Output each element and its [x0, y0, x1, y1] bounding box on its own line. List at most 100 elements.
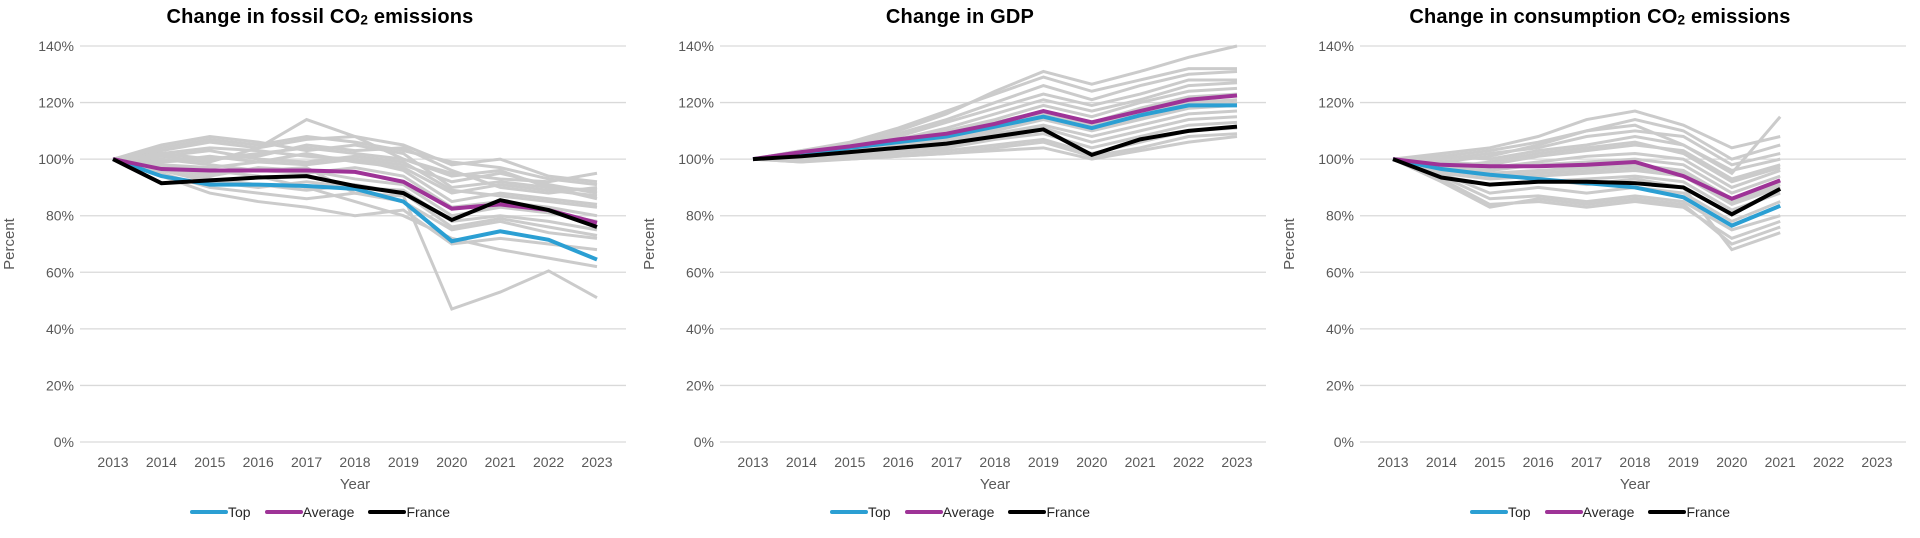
- background-country-lines: [112, 117, 598, 311]
- background-country-line: [112, 146, 598, 201]
- background-country-line: [752, 135, 1238, 164]
- x-tick-label: 2018: [1619, 454, 1650, 470]
- chart-canvas-gdp: 0%20%40%60%80%100%120%140%2013 2014 2015 20…: [641, 38, 1266, 493]
- legend-label-average: Average: [302, 504, 355, 520]
- series-line-france: [112, 157, 598, 229]
- legend-item-average: Average: [904, 504, 995, 520]
- x-tick-label: 2013: [737, 454, 768, 470]
- y-tick-label: 100%: [678, 151, 714, 167]
- y-tick-label: 20%: [686, 377, 714, 393]
- x-tick-label: 2015: [194, 454, 225, 470]
- x-tick-label: 2016: [243, 454, 274, 470]
- x-tick-label: 2014: [1426, 454, 1457, 470]
- background-country-line: [112, 157, 598, 252]
- y-tick-label: 100%: [1318, 151, 1354, 167]
- chart-canvas-fossil-co2: 0%20%40%60%80%100%120%140%2013 2014 2015 20…: [1, 38, 626, 493]
- y-tick-label: 20%: [46, 377, 74, 393]
- series-line-france: [1392, 157, 1782, 217]
- chart-title-text: Change in fossil CO: [166, 6, 361, 28]
- legend-label-france: France: [1686, 504, 1731, 520]
- y-tick-label: 40%: [686, 321, 714, 337]
- chart-title-subscript: 2: [360, 12, 369, 28]
- x-tick-label: 2020: [436, 454, 467, 470]
- x-tick-label: 2013: [1377, 454, 1408, 470]
- legend-label-france: France: [1046, 504, 1091, 520]
- y-tick-label: 0%: [694, 434, 714, 450]
- x-axis: 2013 2014 2015 2016 2017 2018 2019 2020 2021 2022…: [97, 454, 612, 493]
- x-tick-label: 2016: [1523, 454, 1554, 470]
- y-axis-title: Percent: [1281, 217, 1298, 270]
- y-tick-label: 120%: [38, 95, 74, 111]
- x-axis-title: Year: [980, 476, 1010, 493]
- x-axis: 2013 2014 2015 2016 2017 2018 2019 2020 2021 2022…: [1377, 454, 1892, 493]
- legend-label-france: France: [406, 504, 451, 520]
- x-tick-label: 2023: [581, 454, 612, 470]
- background-country-line: [112, 157, 598, 223]
- chart-panel-fossil-co2: Change in fossil CO2 emissions 0% 20% 40% 6…: [0, 0, 640, 538]
- legend-swatch-france: [368, 510, 407, 514]
- x-axis: 2013 2014 2015 2016 2017 2018 2019 2020 2021 2022…: [737, 454, 1252, 493]
- x-tick-label: 2021: [1765, 454, 1796, 470]
- x-tick-label: 2023: [1861, 454, 1892, 470]
- chart-canvas-consumption-co2: 0%20%40%60%80%100%120%140%2013 2014 2015 20…: [1281, 38, 1906, 493]
- background-country-line: [112, 151, 598, 198]
- y-tick-label: 40%: [46, 321, 74, 337]
- legend-swatch-average: [264, 510, 303, 514]
- background-country-line: [112, 149, 598, 209]
- x-tick-label: 2022: [1173, 454, 1204, 470]
- x-axis-title: Year: [340, 476, 370, 493]
- y-tick-label: 80%: [46, 208, 74, 224]
- background-country-line: [1392, 143, 1781, 181]
- background-country-line: [1392, 157, 1781, 207]
- x-tick-label: 2022: [533, 454, 564, 470]
- background-country-line: [112, 134, 598, 187]
- background-country-line: [1392, 134, 1781, 173]
- chart-title-text: Change in consumption CO: [1409, 6, 1678, 28]
- y-tick-label: 120%: [1318, 95, 1354, 111]
- y-axis-title: Percent: [1, 217, 18, 270]
- legend-label-average: Average: [1582, 504, 1635, 520]
- background-country-line: [752, 67, 1237, 161]
- legend-item-top: Top: [1469, 504, 1531, 520]
- y-tick-label: 100%: [38, 151, 74, 167]
- background-country-line: [1392, 118, 1781, 161]
- x-tick-label: 2019: [1668, 454, 1699, 470]
- legend-swatch-top: [189, 510, 228, 514]
- legend-label-average: Average: [942, 504, 995, 520]
- background-country-line: [1392, 109, 1781, 161]
- chart-title-consumption-co2: Change in consumption CO2 emissions: [1280, 4, 1920, 30]
- x-tick-label: 2018: [979, 454, 1010, 470]
- series-line-france: [752, 124, 1238, 162]
- x-tick-label: 2018: [339, 454, 370, 470]
- y-tick-label: 120%: [678, 95, 714, 111]
- chart-title-subscript: 2: [1677, 12, 1686, 28]
- y-tick-label: 80%: [686, 208, 714, 224]
- x-tick-label: 2017: [291, 454, 322, 470]
- x-tick-label: 2014: [146, 454, 177, 470]
- chart-title-text-tail: emissions: [1685, 6, 1791, 28]
- y-axis-title: Percent: [641, 217, 658, 270]
- x-tick-label: 2016: [883, 454, 914, 470]
- x-tick-label: 2019: [1028, 454, 1059, 470]
- x-tick-label: 2022: [1813, 454, 1844, 470]
- background-country-line: [112, 134, 598, 192]
- chart-legend: Top Average France: [1469, 502, 1730, 522]
- legend-swatch-top: [1469, 510, 1508, 514]
- legend-item-top: Top: [829, 504, 891, 520]
- y-tick-label: 0%: [1334, 434, 1354, 450]
- legend-item-average: Average: [264, 504, 355, 520]
- y-tick-label: 0%: [54, 434, 74, 450]
- legend-label-top: Top: [227, 504, 251, 520]
- y-tick-label: 20%: [1326, 377, 1354, 393]
- chart-panel-consumption-co2: Change in consumption CO2 emissions 0% 20…: [1280, 0, 1920, 538]
- chart-title-fossil-co2: Change in fossil CO2 emissions: [0, 4, 640, 30]
- legend-swatch-average: [904, 510, 943, 514]
- x-tick-label: 2017: [1571, 454, 1602, 470]
- legend-label-top: Top: [1507, 504, 1531, 520]
- legend-swatch-france: [1648, 510, 1687, 514]
- x-tick-label: 2021: [1125, 454, 1156, 470]
- x-tick-label: 2015: [1474, 454, 1505, 470]
- legend-item-france: France: [1648, 504, 1730, 520]
- legend-item-average: Average: [1544, 504, 1635, 520]
